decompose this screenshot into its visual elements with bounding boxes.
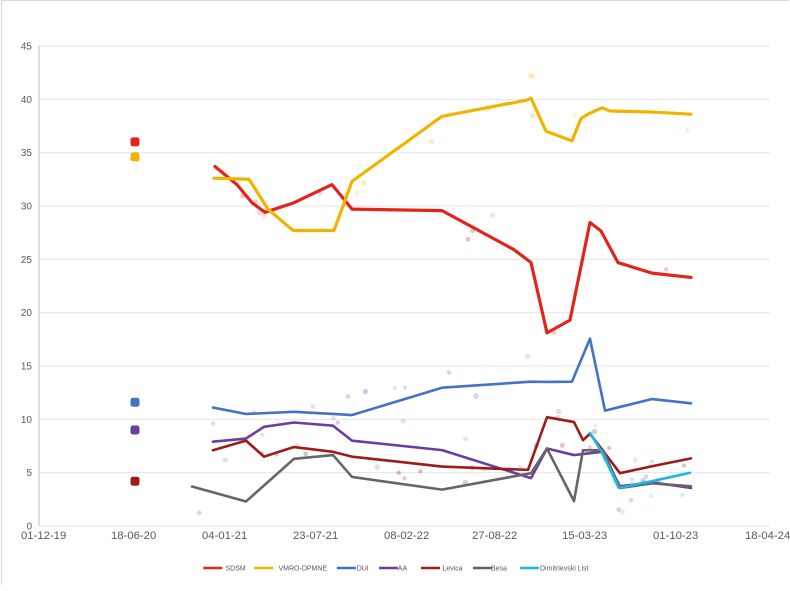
svg-text:01-12-19: 01-12-19 xyxy=(21,530,66,542)
svg-text:20: 20 xyxy=(21,308,33,319)
svg-text:Levica: Levica xyxy=(442,566,462,573)
svg-text:23-07-21: 23-07-21 xyxy=(293,530,338,542)
svg-text:18-06-20: 18-06-20 xyxy=(111,530,156,542)
svg-text:DUI: DUI xyxy=(357,566,369,573)
svg-text:SDSM: SDSM xyxy=(226,566,246,573)
svg-text:08-02-22: 08-02-22 xyxy=(384,530,429,542)
svg-text:5: 5 xyxy=(26,468,32,479)
svg-text:40: 40 xyxy=(21,95,33,106)
svg-text:04-01-21: 04-01-21 xyxy=(202,530,247,542)
svg-text:Dimitrievski List: Dimitrievski List xyxy=(540,566,589,573)
svg-text:18-04-24: 18-04-24 xyxy=(745,530,790,542)
svg-text:10: 10 xyxy=(21,415,33,426)
svg-text:15-03-23: 15-03-23 xyxy=(562,530,607,542)
svg-text:AA: AA xyxy=(398,566,408,573)
svg-text:01-10-23: 01-10-23 xyxy=(653,530,698,542)
svg-text:35: 35 xyxy=(21,148,33,159)
svg-text:27-08-22: 27-08-22 xyxy=(472,530,517,542)
svg-text:25: 25 xyxy=(21,255,33,266)
svg-text:30: 30 xyxy=(21,202,33,213)
svg-text:VMRO-DPMNE: VMRO-DPMNE xyxy=(279,566,328,573)
svg-text:15: 15 xyxy=(21,362,33,373)
svg-text:Besa: Besa xyxy=(491,566,507,573)
svg-text:45: 45 xyxy=(21,42,33,53)
